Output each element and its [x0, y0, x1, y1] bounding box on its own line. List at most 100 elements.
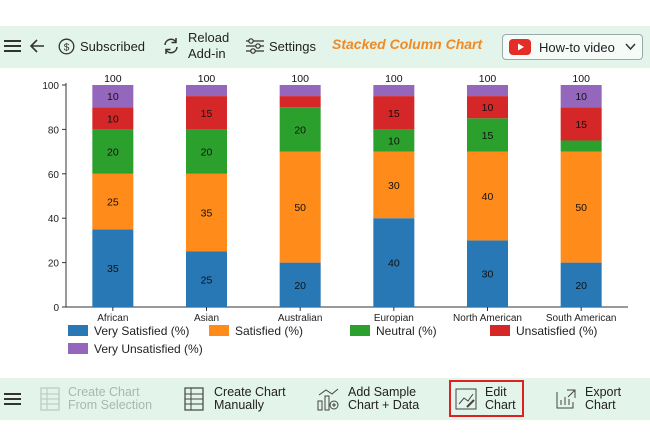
edit-chart-icon [455, 388, 477, 410]
total-label: 100 [291, 73, 309, 85]
legend-swatch [490, 325, 510, 336]
back-arrow-icon[interactable] [30, 39, 44, 53]
data-label: 30 [482, 269, 494, 281]
data-label: 15 [575, 119, 587, 131]
bottom-toolbar: Create Chart From Selection Create Chart… [0, 378, 650, 420]
bar-segment [373, 129, 415, 152]
add-sample-line2: Chart + Data [348, 398, 420, 412]
chevron-down-icon [625, 43, 636, 51]
bar-segment [467, 85, 508, 97]
bar-segment [92, 173, 134, 230]
data-label: 50 [575, 202, 587, 214]
y-tick-label: 80 [48, 125, 60, 136]
data-label: 10 [107, 113, 119, 125]
total-label: 100 [104, 73, 122, 85]
data-label: 20 [575, 280, 587, 292]
data-label: 20 [107, 147, 119, 159]
edit-chart-highlight [449, 380, 524, 417]
data-label: 20 [201, 147, 213, 159]
data-label: 25 [107, 197, 119, 209]
data-label: 50 [294, 202, 306, 214]
x-tick-label: Europian [374, 313, 414, 324]
x-tick-label: African [97, 313, 128, 324]
bar-segment [560, 262, 602, 307]
x-tick-label: Asian [194, 313, 219, 324]
chart-type-title: Stacked Column Chart [332, 36, 483, 52]
data-label: 15 [388, 108, 400, 120]
sample-chart-icon [316, 387, 340, 411]
create-from-selection-line1: Create Chart [68, 385, 140, 399]
reload-addin-button[interactable]: Reload Add-in [161, 30, 229, 62]
data-label: 10 [107, 91, 119, 103]
legend-label: Satisfied (%) [235, 324, 303, 338]
data-label: 40 [482, 191, 494, 203]
add-sample-line1: Add Sample [348, 385, 417, 399]
edit-chart-button[interactable]: Edit Chart [455, 378, 516, 420]
export-chart-button[interactable]: Export Chart [555, 378, 621, 420]
total-label: 100 [479, 73, 497, 85]
y-tick-label: 100 [42, 81, 59, 92]
reload-icon [161, 36, 181, 56]
reload-label: Reload Add-in [188, 30, 229, 62]
bar-segment [279, 262, 321, 307]
subscribed-label: Subscribed [80, 39, 146, 54]
y-tick-label: 20 [48, 259, 60, 270]
bar-segment [560, 107, 602, 141]
data-label: 20 [294, 124, 306, 136]
x-tick-label: North American [453, 313, 522, 324]
legend-label: Very Satisfied (%) [94, 324, 189, 338]
bar-segment [92, 107, 134, 130]
bar-segment [186, 129, 227, 174]
legend-swatch [68, 325, 88, 336]
data-label: 35 [107, 263, 119, 275]
data-label: 25 [201, 274, 213, 286]
settings-button[interactable]: Settings [246, 38, 316, 54]
howto-video-dropdown[interactable]: How-to video [502, 34, 643, 60]
legend-swatch [68, 343, 88, 354]
top-toolbar: $ Subscribed Reload Add-in Settings Stac… [0, 26, 650, 68]
data-label: 10 [575, 91, 587, 103]
total-label: 100 [385, 73, 403, 85]
bar-segment [467, 96, 508, 119]
svg-text:$: $ [64, 43, 70, 54]
bar-segment [373, 96, 415, 130]
legend-label: Very Unsatisfied (%) [94, 342, 203, 356]
menu-icon[interactable] [4, 392, 21, 406]
create-from-selection-line2: From Selection [68, 398, 153, 412]
bar-segment [373, 85, 415, 97]
bar-segment [467, 240, 508, 307]
bar-segment [560, 85, 602, 108]
create-manually-line2: Manually [214, 398, 265, 412]
menu-icon[interactable] [4, 39, 21, 53]
bar-segment [279, 151, 321, 263]
bar-segment [560, 140, 602, 152]
create-manually-line1: Create Chart [214, 385, 286, 399]
bar-segment [92, 85, 134, 108]
howto-label: How-to video [539, 39, 615, 55]
bar-segment [373, 151, 415, 219]
stacked-column-chart: 0 20 40 60 80 100 35 25 20 10 10 100 African 25 35 20 15… [42, 73, 628, 356]
legend-swatch [350, 325, 370, 336]
add-sample-chart-button[interactable]: Add Sample Chart + Data [316, 378, 419, 420]
y-tick-label: 0 [53, 303, 59, 314]
y-tick-label: 40 [48, 214, 60, 225]
data-label: 35 [201, 208, 213, 220]
bar-segment [186, 85, 227, 97]
edit-chart-line2: Chart [485, 398, 516, 412]
legend-swatch [209, 325, 229, 336]
bar-segment [279, 85, 321, 97]
create-chart-from-selection-button[interactable]: Create Chart From Selection [40, 378, 152, 420]
data-label: 30 [388, 180, 400, 192]
reload-label-line1: Reload [188, 30, 230, 45]
edit-chart-line1: Edit [485, 385, 507, 399]
data-label: 10 [482, 102, 494, 114]
data-label: 15 [201, 108, 213, 120]
create-chart-manually-button[interactable]: Create Chart Manually [184, 378, 286, 420]
subscribed-button[interactable]: $ Subscribed [58, 38, 145, 55]
dollar-circle-icon: $ [58, 38, 75, 55]
bar-segment [186, 173, 227, 252]
legend-label: Unsatisfied (%) [516, 324, 597, 338]
bar-segment [279, 96, 321, 108]
bar-segment [92, 229, 134, 307]
x-tick-label: Australian [278, 313, 322, 324]
